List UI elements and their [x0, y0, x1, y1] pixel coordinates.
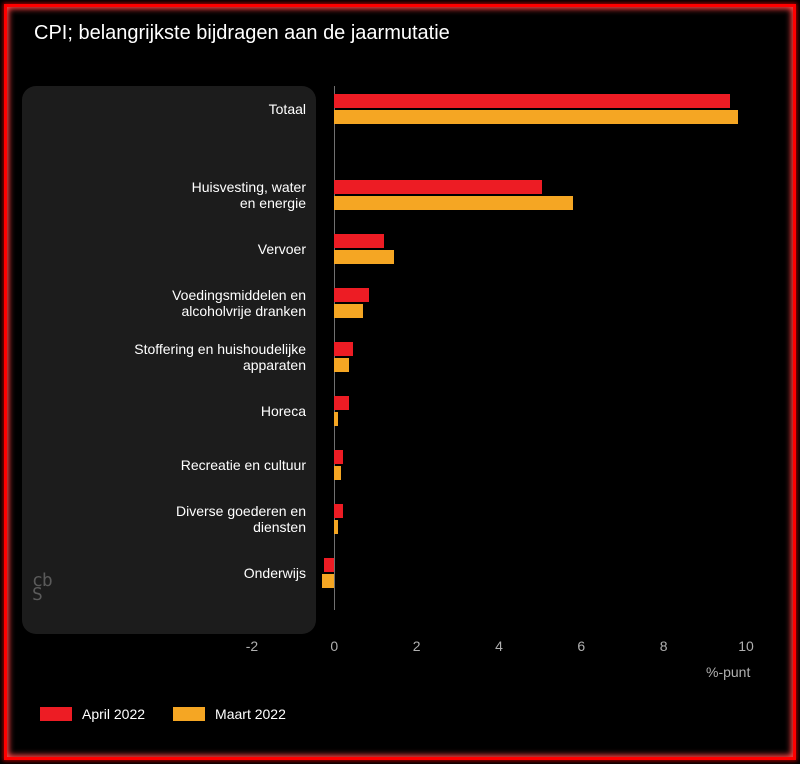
category-label: Vervoer — [32, 241, 306, 257]
x-tick-label: 2 — [413, 638, 421, 654]
bar — [334, 250, 394, 264]
bar — [334, 466, 340, 480]
bar — [334, 110, 737, 124]
bar — [334, 234, 383, 248]
x-tick-label: 4 — [495, 638, 503, 654]
bar — [334, 450, 342, 464]
category-label: Diverse goederen endiensten — [32, 503, 306, 535]
category-label: Stoffering en huishoudelijkeapparaten — [32, 341, 306, 373]
chart-title: CPI; belangrijkste bijdragen aan de jaar… — [34, 22, 450, 45]
bar — [334, 196, 573, 210]
bar — [334, 520, 338, 534]
legend-item: April 2022 — [40, 706, 145, 722]
category-label: Huisvesting, wateren energie — [32, 179, 306, 211]
legend-item: Maart 2022 — [173, 706, 286, 722]
bar — [334, 342, 353, 356]
legend-label: April 2022 — [82, 706, 145, 722]
bar-chart: -20246810%-puntTotaalHuisvesting, watere… — [22, 86, 768, 634]
bar — [334, 358, 348, 372]
x-tick-label: 8 — [660, 638, 668, 654]
category-label: Onderwijs — [32, 565, 306, 581]
category-label: Horeca — [32, 403, 306, 419]
legend-label: Maart 2022 — [215, 706, 286, 722]
bar — [334, 94, 729, 108]
bar — [334, 412, 338, 426]
legend-swatch — [40, 707, 72, 721]
bar — [334, 504, 342, 518]
x-tick-label: 10 — [738, 638, 754, 654]
bar — [324, 558, 334, 572]
x-axis-title: %-punt — [706, 664, 750, 680]
x-tick-label: 6 — [577, 638, 585, 654]
bar — [322, 574, 334, 588]
cbs-logo: cbS — [32, 574, 52, 603]
category-label: Totaal — [32, 101, 306, 117]
bar — [334, 180, 542, 194]
category-label: Voedingsmiddelen enalcoholvrije dranken — [32, 287, 306, 319]
legend: April 2022 Maart 2022 — [40, 706, 286, 722]
x-tick-label: -2 — [246, 638, 258, 654]
bar — [334, 304, 363, 318]
x-tick-label: 0 — [330, 638, 338, 654]
legend-swatch — [173, 707, 205, 721]
bar — [334, 288, 369, 302]
bar — [334, 396, 348, 410]
category-label: Recreatie en cultuur — [32, 457, 306, 473]
